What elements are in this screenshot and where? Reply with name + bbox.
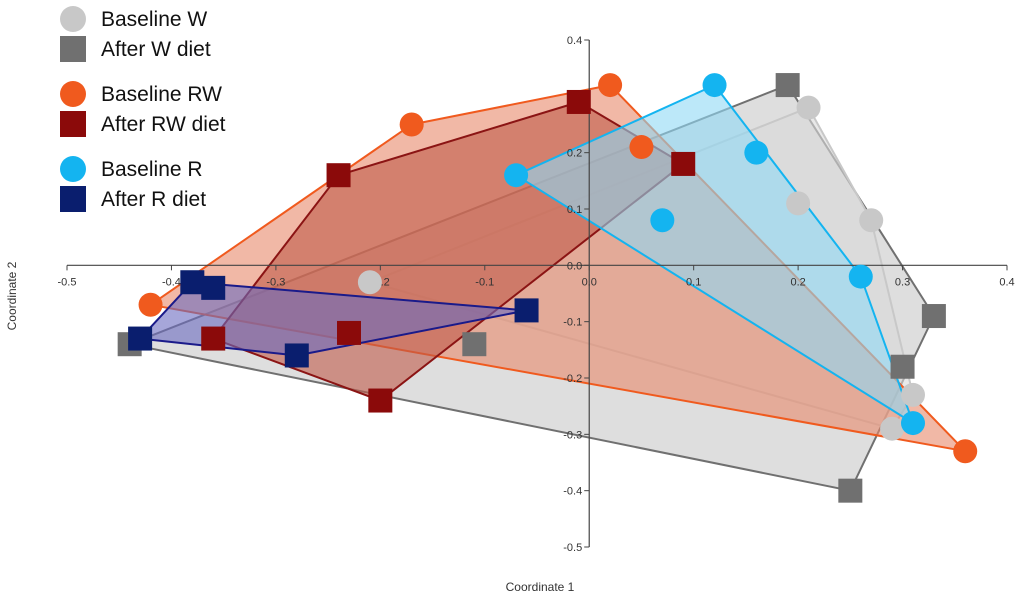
y-tick-label: 0.0 xyxy=(567,260,582,272)
y-tick-label: -0.5 xyxy=(563,542,582,554)
legend-label-1: After W diet xyxy=(101,38,211,61)
point-0-1 xyxy=(786,191,811,216)
point-3-1 xyxy=(566,89,591,114)
point-1-2 xyxy=(890,354,915,379)
point-2-0 xyxy=(598,73,623,98)
point-5-4 xyxy=(128,326,153,351)
x-tick-label: 0.0 xyxy=(582,276,597,288)
point-5-0 xyxy=(180,270,205,295)
point-5-1 xyxy=(201,275,226,300)
legend: Baseline W After W diet Baseline RW After R… xyxy=(60,6,226,212)
point-3-5 xyxy=(368,388,393,413)
point-5-2 xyxy=(514,298,539,323)
point-0-3 xyxy=(901,382,925,407)
y-tick-label: -0.4 xyxy=(563,486,582,498)
point-0-4 xyxy=(880,416,905,441)
point-4-5 xyxy=(901,411,925,436)
point-0-0 xyxy=(796,95,821,120)
x-tick-label: -0.3 xyxy=(266,276,285,288)
x-tick-label: 0.1 xyxy=(686,276,701,288)
point-4-3 xyxy=(650,208,675,233)
data-points xyxy=(117,73,978,503)
y-tick-label: 0.1 xyxy=(567,204,582,216)
x-tick-label: -0.5 xyxy=(58,276,77,288)
x-tick-label: -0.1 xyxy=(475,276,494,288)
point-3-4 xyxy=(201,326,226,351)
x-axis-label: Coordinate 1 xyxy=(506,580,575,594)
legend-marker-4 xyxy=(60,156,86,182)
point-4-2 xyxy=(744,140,769,165)
point-0-2 xyxy=(859,208,884,233)
y-axis-label: Coordinate 2 xyxy=(5,261,19,330)
x-tick-label: -0.4 xyxy=(162,276,181,288)
legend-label-5: After R diet xyxy=(101,188,206,211)
point-2-1 xyxy=(399,112,424,137)
legend-label-0: Baseline W xyxy=(101,8,207,31)
point-3-3 xyxy=(337,320,361,345)
point-2-2 xyxy=(629,135,654,160)
legend-marker-5 xyxy=(60,186,86,212)
x-tick-label: 0.4 xyxy=(999,276,1014,288)
y-tick-label: 0.2 xyxy=(567,148,582,160)
point-4-1 xyxy=(702,73,727,98)
legend-marker-1 xyxy=(60,36,86,62)
point-1-0 xyxy=(775,73,800,98)
y-tick-label: 0.4 xyxy=(567,35,582,47)
point-1-1 xyxy=(921,304,946,329)
legend-marker-2 xyxy=(60,81,86,107)
point-2-4 xyxy=(138,292,163,317)
point-4-4 xyxy=(848,264,873,289)
legend-label-4: Baseline R xyxy=(101,158,203,181)
y-tick-label: -0.3 xyxy=(563,429,582,441)
legend-marker-0 xyxy=(60,6,86,32)
x-tick-label: 0.3 xyxy=(895,276,910,288)
legend-label-2: Baseline RW xyxy=(101,83,222,106)
legend-label-3: After RW diet xyxy=(101,113,226,136)
axes: -0.5 -0.4 -0.3 -0.2 -0.1 0.0 0.1 0.2 0.3 0.4 -0.5 -… xyxy=(58,35,1015,554)
point-3-0 xyxy=(326,163,351,188)
point-3-2 xyxy=(671,151,696,176)
point-4-0 xyxy=(504,163,529,188)
point-1-5 xyxy=(462,332,487,357)
y-tick-label: -0.1 xyxy=(563,317,582,329)
legend-marker-3 xyxy=(60,111,86,137)
point-5-3 xyxy=(284,343,309,368)
x-tick-label: 0.2 xyxy=(790,276,805,288)
point-0-5 xyxy=(357,270,382,295)
point-1-3 xyxy=(838,478,863,503)
group-hulls xyxy=(128,84,967,492)
point-2-3 xyxy=(953,439,978,464)
y-tick-label: -0.2 xyxy=(563,373,582,385)
